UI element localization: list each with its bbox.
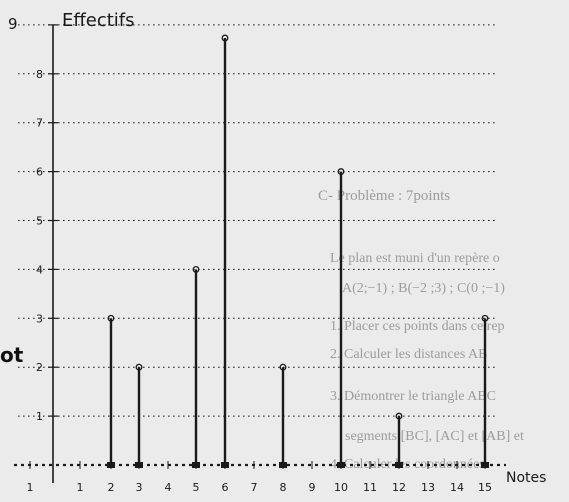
stick-foot-2 — [107, 462, 115, 468]
background-problem-heading: C- Problème : 7points — [318, 188, 450, 204]
stick-marker-5 — [192, 265, 200, 273]
background-line-4: 2. Calculer les distances AB — [330, 347, 487, 362]
x-tick-label-10: 10 — [334, 481, 348, 494]
x-tick-label-5: 5 — [193, 481, 200, 494]
stick-foot-10 — [337, 462, 345, 468]
background-line-1: Le plan est muni d'un repère o — [330, 251, 500, 266]
x-tick-label-13: 13 — [421, 481, 435, 494]
background-text: C- Problème : 7points Le plan est muni d… — [0, 188, 524, 472]
y-tick-label-2: 2 — [36, 361, 43, 374]
stick-foot-15 — [481, 462, 489, 468]
data-sticks — [107, 34, 489, 468]
x-tick-label-8: 8 — [280, 481, 287, 494]
stick-marker-3 — [135, 363, 143, 371]
x-tick-label-7: 7 — [251, 481, 258, 494]
stick-marker-8 — [279, 363, 287, 371]
y-tick-label-8: 8 — [36, 68, 43, 81]
background-line-6: segments [BC], [AC] et [AB] et — [345, 429, 524, 444]
x-tick-label-4: 4 — [165, 481, 172, 494]
y-axis-title: Effectifs — [62, 10, 135, 31]
stick-marker-15 — [481, 314, 489, 322]
y-tick-label-6: 6 — [36, 166, 43, 179]
background-line-3: 1. Placer ces points dans ce rep — [330, 319, 505, 334]
y-tick-label-9: 9 — [8, 15, 18, 33]
stick-foot-3 — [135, 462, 143, 468]
stick-foot-8 — [279, 462, 287, 468]
y-tick-label-3: 3 — [36, 312, 43, 325]
x-tick-label-0: 1 — [27, 481, 34, 494]
x-tick-label-15: 15 — [478, 481, 492, 494]
y-tick-label-7: 7 — [36, 117, 43, 130]
background-left-fragment: ot — [0, 343, 24, 367]
x-tick-label-14: 14 — [450, 481, 464, 494]
stick-foot-12 — [395, 462, 403, 468]
y-tick-label-4: 4 — [36, 263, 43, 276]
stick-marker-12 — [395, 412, 403, 420]
background-line-5: 3. Démontrer le triangle ABC — [330, 389, 496, 404]
x-tick-label-6: 6 — [222, 481, 229, 494]
x-tick-label-2: 2 — [108, 481, 115, 494]
y-tick-label-5: 5 — [36, 215, 43, 228]
background-line-2: A(2;−1) ; B(−2 ;3) ; C(0 ;−1) — [342, 281, 505, 296]
x-tick-label-11: 11 — [363, 481, 377, 494]
x-tick-label-9: 9 — [309, 481, 316, 494]
stick-marker-10 — [337, 168, 345, 176]
y-tick-label-1: 1 — [36, 410, 43, 423]
stick-foot-6 — [221, 462, 229, 468]
stick-marker-6 — [221, 34, 229, 42]
stick-foot-5 — [192, 462, 200, 468]
x-tick-label-1: 1 — [77, 481, 84, 494]
x-tick-label-12: 12 — [392, 481, 406, 494]
stick-marker-2 — [107, 314, 115, 322]
x-axis-title: Notes — [506, 470, 546, 486]
x-tick-label-3: 3 — [136, 481, 143, 494]
